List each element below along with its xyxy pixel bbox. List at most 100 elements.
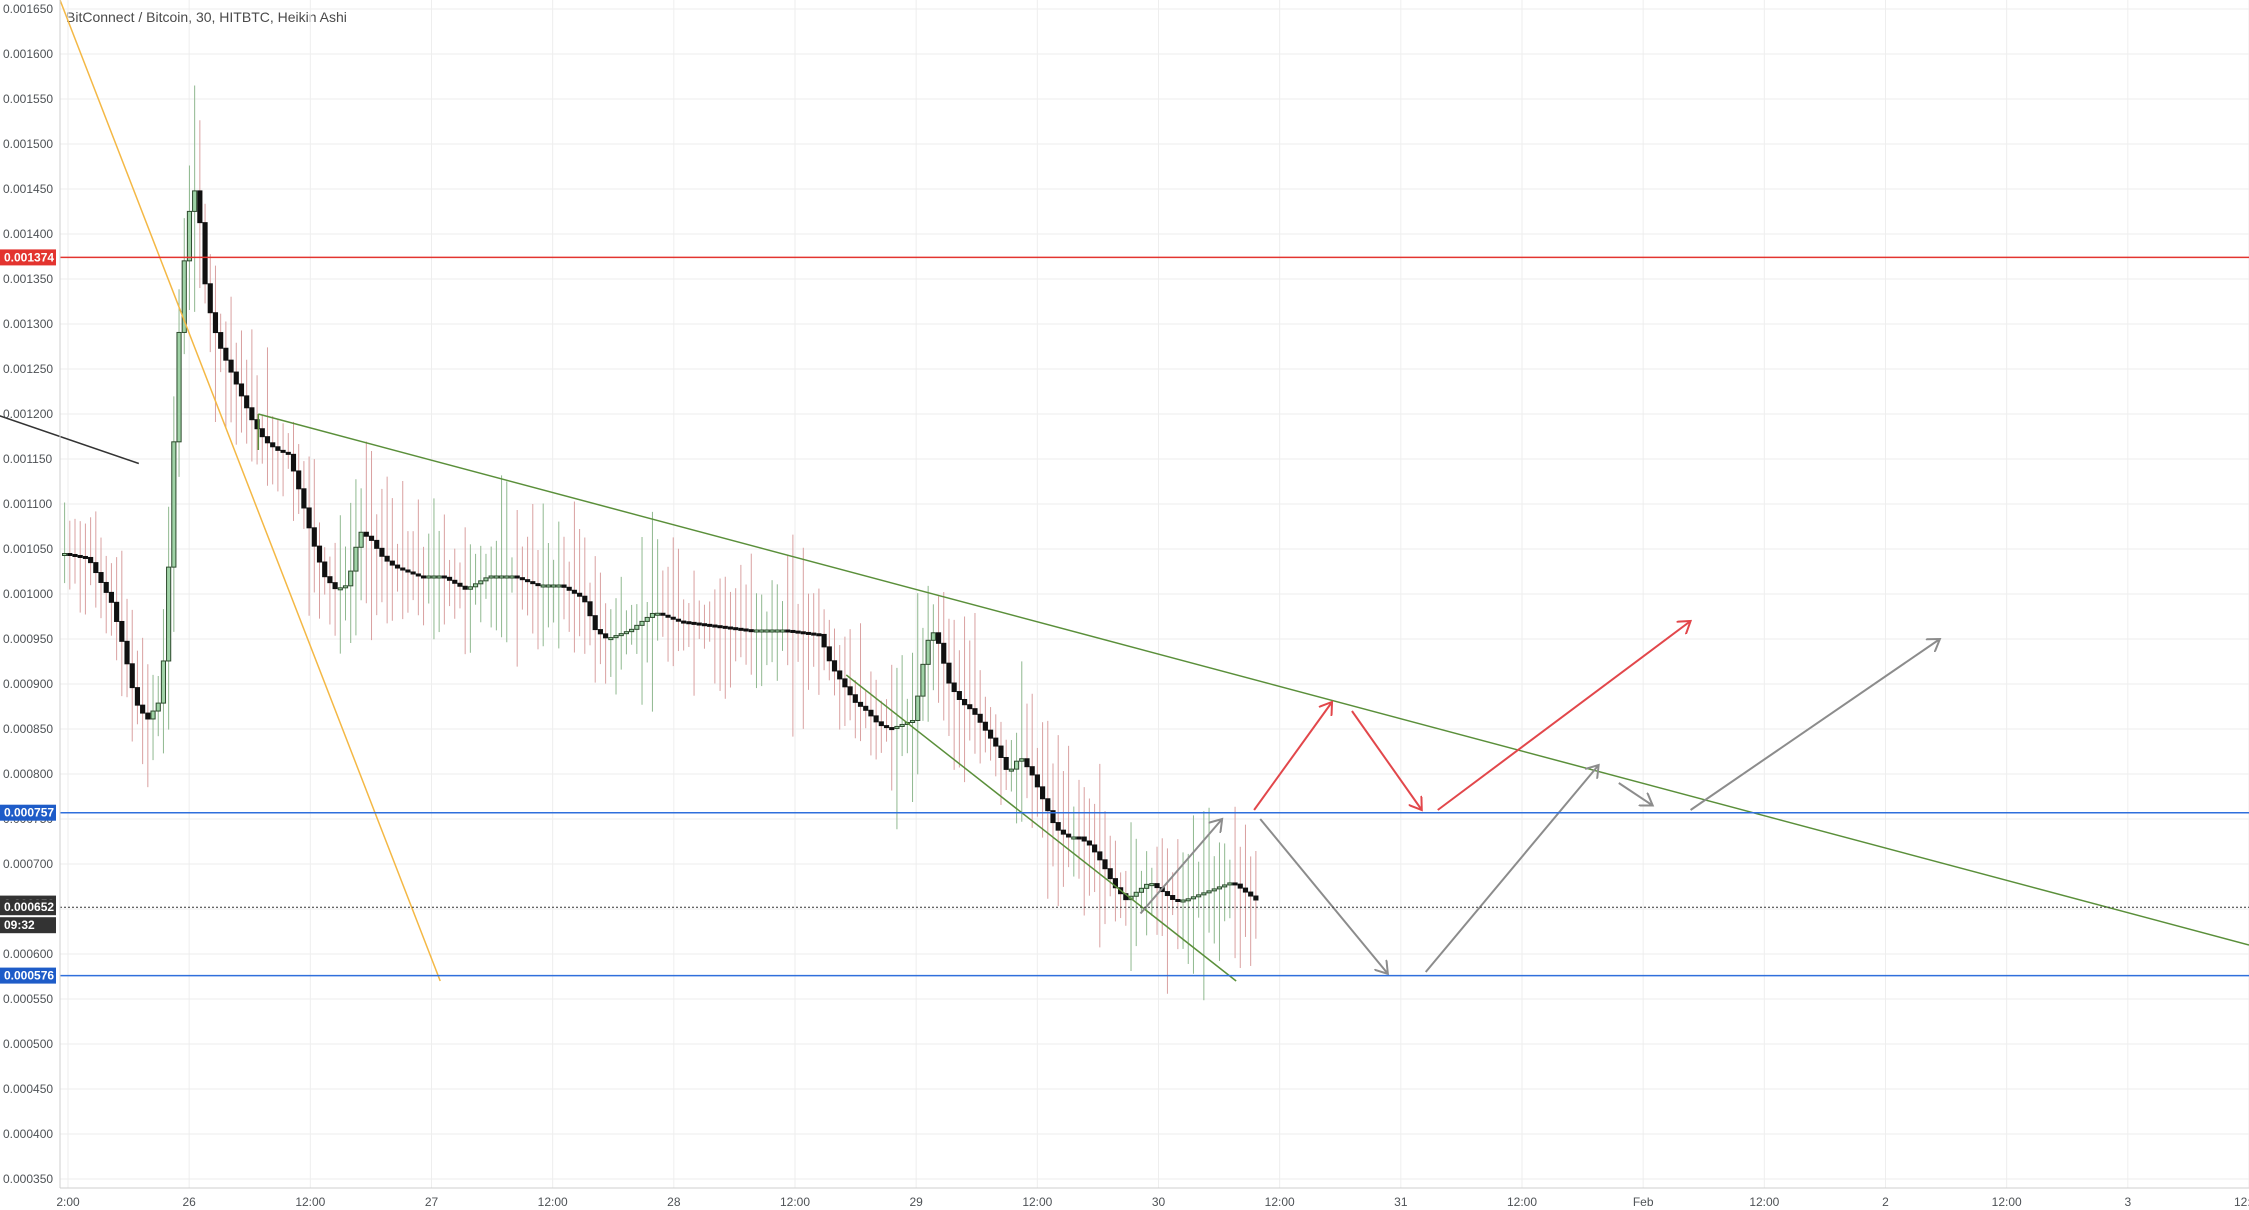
candle-body: [660, 612, 666, 616]
candle-body: [811, 632, 817, 636]
y-tick-label: 0.001000: [3, 587, 53, 601]
candle-body: [821, 633, 827, 648]
candle-body: [1107, 868, 1113, 880]
candle-body: [176, 331, 182, 443]
candle-body: [639, 620, 645, 626]
y-tick-label: 0.001150: [3, 452, 52, 466]
y-tick-label: 0.000700: [3, 857, 53, 871]
candle-body: [535, 583, 541, 587]
candle-body: [1102, 859, 1108, 870]
y-tick-label: 0.001550: [3, 92, 53, 106]
x-tick-label: 3: [2124, 1195, 2131, 1209]
x-tick-label: 12:00: [1265, 1195, 1295, 1209]
candle-body: [655, 612, 661, 616]
candle-body: [982, 721, 988, 731]
candle-body: [597, 629, 603, 635]
candle-body: [103, 581, 109, 593]
candle-body: [603, 633, 609, 639]
candle-body: [889, 727, 895, 731]
candle-body: [837, 670, 843, 680]
candle-body: [108, 591, 115, 603]
candle-body: [145, 712, 151, 720]
candle-body: [1138, 887, 1145, 893]
x-tick-label: 28: [667, 1195, 681, 1209]
candle-body: [1154, 883, 1160, 889]
candle-body: [795, 630, 801, 634]
candle-body: [1201, 892, 1207, 896]
x-tick-label: 27: [425, 1195, 439, 1209]
candle-body: [831, 660, 838, 672]
candle-body: [337, 587, 343, 591]
candle-body: [1227, 882, 1233, 886]
candle-body: [629, 628, 635, 633]
price-tag-label: 0.001374: [4, 250, 54, 264]
candle-body: [1164, 891, 1171, 897]
price-tag-box: [0, 917, 56, 934]
candle-body: [98, 572, 104, 583]
candle-body: [129, 663, 135, 689]
candle-body: [264, 436, 271, 444]
x-tick-label: 12:00: [2234, 1195, 2249, 1209]
candle-body: [1248, 891, 1254, 897]
candle-body: [166, 566, 172, 662]
projection-arrow: [1424, 765, 1599, 973]
candle-body: [228, 359, 234, 373]
candle-body: [623, 631, 630, 635]
candle-body: [62, 553, 68, 556]
candle-body: [993, 737, 999, 747]
candle-body: [691, 621, 697, 625]
candle-body: [446, 576, 453, 581]
candle-body: [197, 190, 203, 224]
candle-body: [259, 428, 265, 438]
candle-body: [649, 612, 656, 618]
candle-body: [899, 723, 905, 727]
y-tick-label: 0.001600: [3, 47, 53, 61]
candle-body: [961, 698, 968, 706]
candle-body: [140, 704, 146, 714]
price-tag-label: 0.000757: [4, 806, 54, 820]
candle-body: [665, 614, 671, 618]
candle-body: [1237, 883, 1243, 889]
candle-body: [1232, 882, 1238, 886]
chart-title: BitConnect / Bitcoin, 30, HITBTC, Heikin…: [66, 9, 347, 25]
x-tick-label: 12:00: [780, 1195, 810, 1209]
candle-body: [192, 190, 198, 212]
candle-body: [857, 701, 864, 707]
candle-body: [769, 629, 775, 633]
candle-body: [722, 625, 728, 629]
candle-body: [1112, 878, 1119, 889]
candle-body: [384, 555, 390, 562]
candle-body: [634, 624, 640, 630]
y-tick-label: 0.000900: [3, 677, 53, 691]
candle-body: [509, 575, 515, 579]
candle-body: [332, 582, 338, 590]
candle-body: [431, 575, 437, 579]
y-tick-label: 0.001650: [3, 2, 53, 16]
candle-body: [717, 625, 723, 629]
candle-body: [920, 663, 926, 697]
candle-body: [441, 575, 447, 579]
candle-body: [1071, 836, 1077, 840]
y-tick-label: 0.000550: [3, 992, 53, 1006]
candle-body: [1034, 774, 1040, 788]
projection-arrow: [1351, 710, 1422, 810]
candle-body: [301, 488, 307, 509]
price-tags: 0.0013740.0007570.0006560.00065209:320.0…: [0, 249, 56, 984]
candle-body: [368, 535, 375, 541]
x-tick-label: 12:00: [1749, 1195, 1779, 1209]
projection-arrow: [1139, 819, 1222, 915]
candle-body: [774, 629, 780, 633]
candle-body: [779, 629, 786, 633]
candle-body: [82, 555, 88, 559]
candle-body: [743, 628, 749, 632]
candle-body: [863, 705, 869, 711]
x-tick-label: 2:00: [56, 1195, 80, 1209]
candle-body: [972, 708, 978, 715]
grid: [60, 0, 2249, 1188]
candle-body: [171, 441, 177, 568]
candle-body: [686, 621, 692, 625]
candle-body: [410, 571, 416, 575]
candle-body: [504, 575, 510, 579]
candle-body: [514, 575, 520, 579]
